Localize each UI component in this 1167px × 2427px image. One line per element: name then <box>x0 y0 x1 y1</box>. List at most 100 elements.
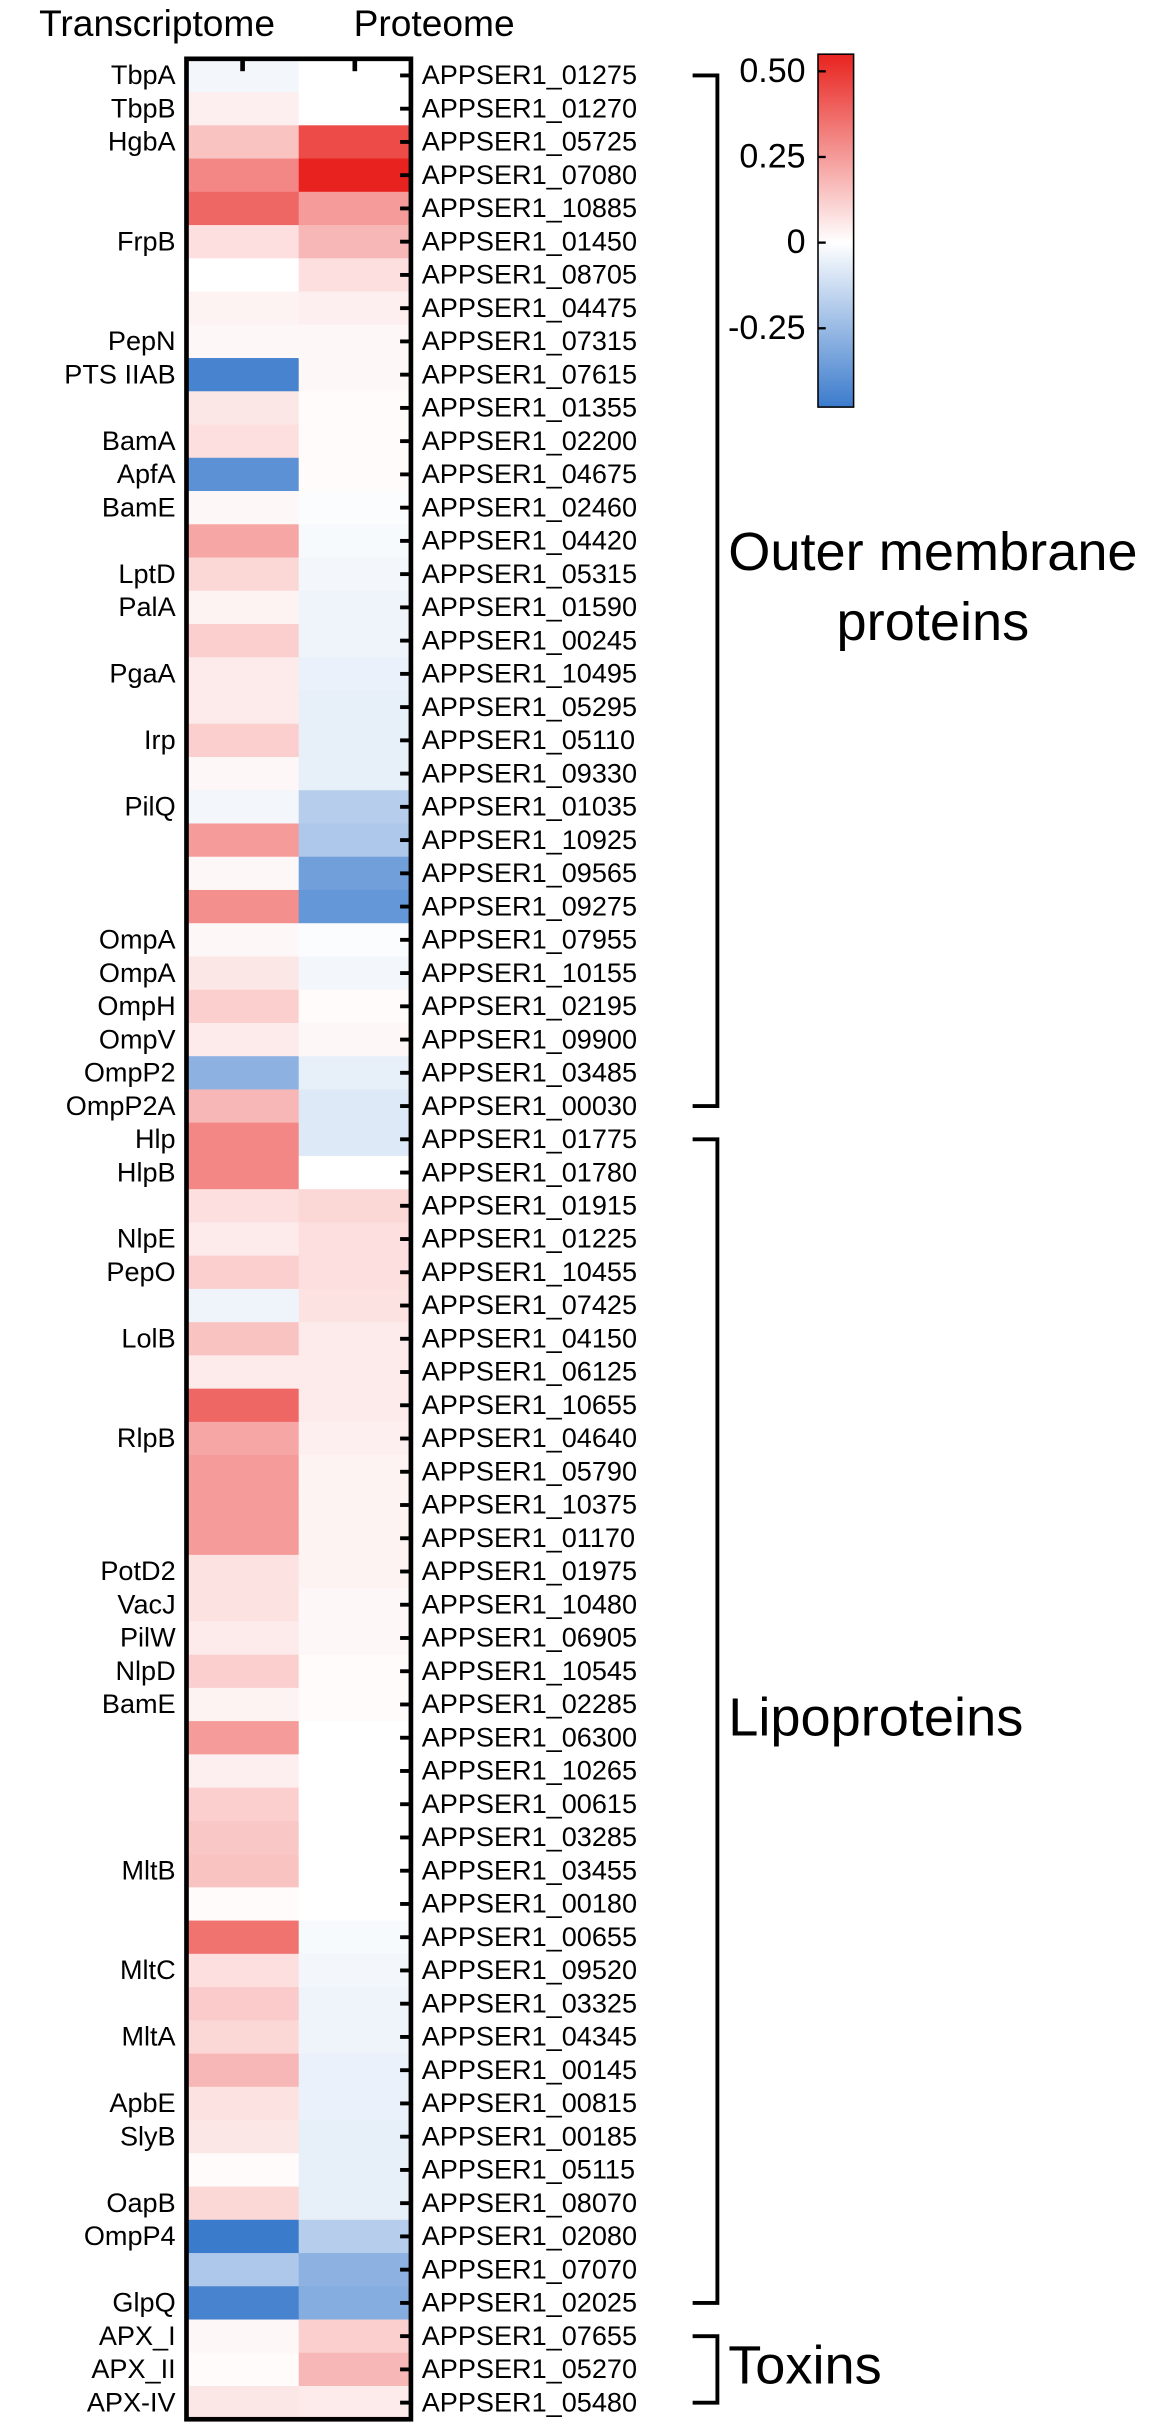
protein-label: LptD <box>118 558 175 589</box>
heatmap-cell <box>186 2153 300 2188</box>
row-label: APPSER1_09330 <box>422 757 637 788</box>
heatmap-cell <box>186 1155 300 1190</box>
row-label: APPSER1_02080 <box>422 2220 637 2251</box>
heatmap-cell <box>186 1056 300 1091</box>
heatmap-cell <box>186 1953 300 1988</box>
heatmap-cell <box>298 1588 412 1623</box>
row-label: APPSER1_10885 <box>422 192 637 223</box>
protein-label: APX_I <box>99 2320 176 2351</box>
heatmap-cell <box>186 1621 300 1656</box>
protein-label: PilW <box>120 1622 176 1653</box>
heatmap-cell <box>298 2286 412 2321</box>
protein-label: PepN <box>108 325 176 356</box>
heatmap-cell <box>298 2253 412 2288</box>
heatmap-cell <box>298 1122 412 1157</box>
heatmap-cell <box>186 823 300 858</box>
heatmap-cell <box>298 1554 412 1589</box>
heatmap-cell <box>298 1022 412 1057</box>
heatmap-cell <box>298 2219 412 2254</box>
heatmap-cell <box>186 1920 300 1955</box>
heatmap-cell <box>298 1887 412 1922</box>
row-label: APPSER1_00030 <box>422 1090 637 1121</box>
heatmap-cell <box>186 1189 300 1224</box>
row-label: APPSER1_04345 <box>422 2021 637 2052</box>
row-label: APPSER1_09900 <box>422 1023 637 1054</box>
protein-label: OmpV <box>99 1023 176 1054</box>
heatmap-cell <box>298 1754 412 1789</box>
heatmap-cell <box>298 191 412 226</box>
heatmap-cell <box>298 92 412 127</box>
heatmap-cell <box>186 2053 300 2088</box>
group-label: Toxins <box>728 2336 882 2396</box>
protein-label: TbpA <box>111 59 177 90</box>
row-label: APPSER1_07615 <box>422 358 637 389</box>
row-label: APPSER1_03485 <box>422 1057 637 1088</box>
group-bracket <box>692 73 720 1108</box>
heatmap-cell <box>186 657 300 692</box>
heatmap-cell <box>186 2186 300 2221</box>
heatmap-cell <box>298 158 412 193</box>
colorbar-tick-label: -0.25 <box>728 309 806 347</box>
heatmap-cell <box>186 258 300 293</box>
row-label: APPSER1_01775 <box>422 1123 637 1154</box>
column-header: Transcriptome <box>39 2 275 44</box>
heatmap-cell <box>186 457 300 492</box>
row-label: APPSER1_10265 <box>422 1755 637 1786</box>
row-label: APPSER1_00145 <box>422 2054 637 2085</box>
row-label: APPSER1_05110 <box>422 724 635 755</box>
heatmap-cell <box>186 1820 300 1855</box>
protein-label: OmpA <box>99 924 177 955</box>
row-label: APPSER1_05790 <box>422 1455 637 1486</box>
row-label: APPSER1_00180 <box>422 1888 637 1919</box>
heatmap-cell <box>186 1721 300 1756</box>
protein-label: ApbE <box>109 2087 175 2118</box>
heatmap-cell <box>186 358 300 393</box>
heatmap-cell <box>186 1787 300 1822</box>
heatmap-cell <box>298 1288 412 1323</box>
heatmap-cell <box>298 756 412 791</box>
heatmap-cell <box>298 657 412 692</box>
group-label: Lipoproteins <box>728 1687 1023 1747</box>
heatmap-cell <box>186 1754 300 1789</box>
protein-label: PepO <box>106 1256 175 1287</box>
heatmap-cell <box>186 1588 300 1623</box>
heatmap-cell <box>298 2352 412 2387</box>
heatmap-cell <box>186 1089 300 1124</box>
protein-label: PTS IIAB <box>64 358 175 389</box>
heatmap-cell <box>298 1421 412 1456</box>
row-label: APPSER1_03325 <box>422 1987 637 2018</box>
protein-label: FrpB <box>117 225 176 256</box>
heatmap-cell <box>186 1455 300 1490</box>
group-label: Outer membrane <box>728 522 1137 582</box>
heatmap-cell <box>298 1388 412 1423</box>
heatmap-cell <box>298 1787 412 1822</box>
heatmap-cell <box>186 2086 300 2121</box>
heatmap-cell <box>186 1255 300 1290</box>
heatmap-cell <box>298 2319 412 2354</box>
row-label: APPSER1_05480 <box>422 2386 637 2417</box>
heatmap-cell <box>298 2186 412 2221</box>
row-label: APPSER1_00815 <box>422 2087 637 2118</box>
heatmap-cell <box>186 2352 300 2387</box>
group-bracket <box>692 2334 720 2405</box>
protein-label: VacJ <box>117 1588 175 1619</box>
row-label: APPSER1_01590 <box>422 591 637 622</box>
protein-label: APX-IV <box>87 2386 176 2417</box>
heatmap-cell <box>298 225 412 260</box>
row-label: APPSER1_07080 <box>422 159 637 190</box>
protein-label: TbpB <box>111 92 176 123</box>
heatmap-cell <box>186 756 300 791</box>
protein-label: OmpH <box>97 990 175 1021</box>
heatmap-cell <box>298 590 412 625</box>
heatmap-cell <box>298 291 412 326</box>
row-label: APPSER1_08070 <box>422 2187 637 2218</box>
protein-label: RlpB <box>117 1422 176 1453</box>
heatmap-cell <box>298 324 412 359</box>
heatmap-cell <box>186 391 300 426</box>
row-label: APPSER1_00655 <box>422 1921 637 1952</box>
heatmap-cell <box>186 2319 300 2354</box>
protein-label: OapB <box>106 2187 175 2218</box>
protein-label: OmpP2 <box>84 1057 176 1088</box>
row-label: APPSER1_10480 <box>422 1588 637 1619</box>
heatmap-cell <box>298 1987 412 2022</box>
